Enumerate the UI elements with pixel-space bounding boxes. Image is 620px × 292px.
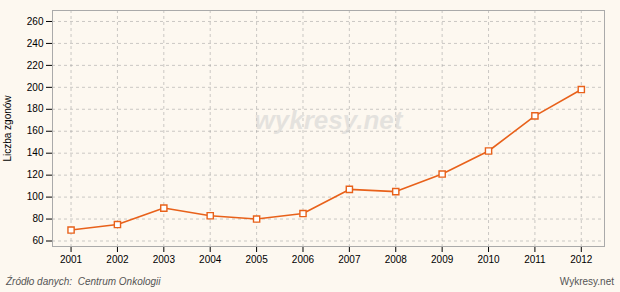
svg-text:260: 260 bbox=[27, 16, 44, 27]
svg-text:120: 120 bbox=[27, 169, 44, 180]
svg-text:2003: 2003 bbox=[153, 254, 176, 265]
svg-text:220: 220 bbox=[27, 60, 44, 71]
svg-text:2007: 2007 bbox=[338, 254, 361, 265]
svg-text:160: 160 bbox=[27, 125, 44, 136]
svg-text:2008: 2008 bbox=[385, 254, 408, 265]
svg-text:2009: 2009 bbox=[431, 254, 454, 265]
svg-text:140: 140 bbox=[27, 147, 44, 158]
svg-text:180: 180 bbox=[27, 103, 44, 114]
svg-text:2005: 2005 bbox=[245, 254, 268, 265]
html-text:Wykresy.net: Wykresy.net bbox=[559, 276, 614, 287]
svg-text:2004: 2004 bbox=[199, 254, 222, 265]
svg-text:2010: 2010 bbox=[477, 254, 500, 265]
svg-text:Liczba zgonów: Liczba zgonów bbox=[2, 95, 13, 162]
svg-text:2002: 2002 bbox=[106, 254, 129, 265]
svg-text:80: 80 bbox=[32, 213, 44, 224]
svg-text:60: 60 bbox=[32, 235, 44, 246]
svg-text:wykresy.net: wykresy.net bbox=[255, 105, 404, 135]
svg-text:2006: 2006 bbox=[292, 254, 315, 265]
svg-text:200: 200 bbox=[27, 82, 44, 93]
svg-text:2001: 2001 bbox=[60, 254, 83, 265]
svg-text:240: 240 bbox=[27, 38, 44, 49]
svg-text:2011: 2011 bbox=[524, 254, 546, 265]
svg-text:2012: 2012 bbox=[570, 254, 593, 265]
html-text:Źródło danych: Centrum Onkolog: Źródło danych: Centrum Onkologii bbox=[6, 276, 161, 287]
svg-text:100: 100 bbox=[27, 191, 44, 202]
